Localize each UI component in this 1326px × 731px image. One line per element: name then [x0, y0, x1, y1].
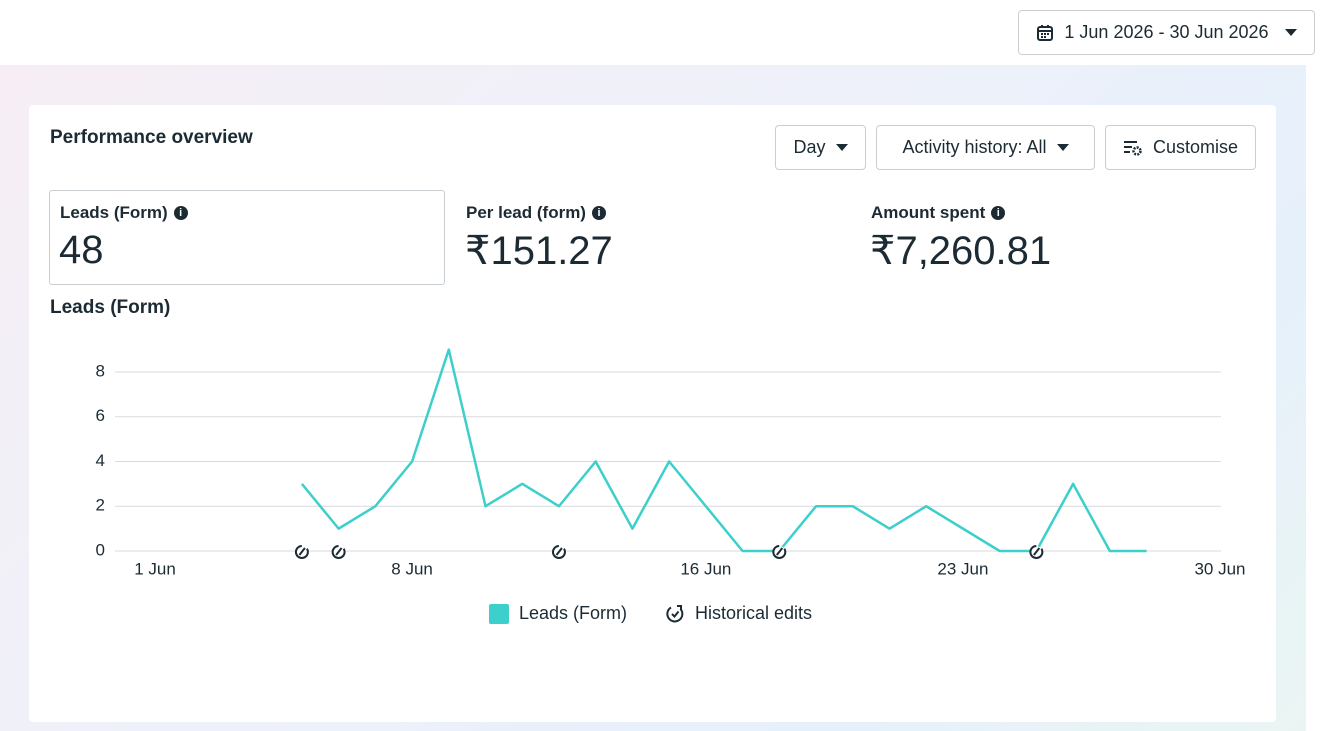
calendar-icon — [1037, 24, 1054, 41]
metric-label: Per lead (form) i — [466, 203, 606, 223]
metric-label-text: Amount spent — [871, 203, 986, 222]
y-tick-label: 8 — [96, 361, 105, 380]
caret — [1284, 29, 1297, 36]
x-tick-label: 8 Jun — [391, 559, 433, 578]
legend-label: Historical edits — [695, 603, 813, 623]
customise-icon — [1123, 140, 1142, 156]
legend-item[interactable]: Leads (Form) — [489, 603, 627, 624]
x-tick-label: 1 Jun — [134, 559, 176, 578]
marker-tick — [1033, 547, 1041, 556]
caret — [835, 144, 848, 151]
metric-label: Amount spent i — [871, 203, 1006, 223]
x-tick-label: 30 Jun — [1194, 559, 1245, 578]
legend-label: Leads (Form) — [519, 603, 628, 623]
metric-selected-box[interactable] — [49, 190, 445, 285]
date-range-text: 1 Jun 2026 - 30 Jun 2026 — [1064, 22, 1269, 42]
button-label: Activity history: All — [902, 137, 1047, 157]
activity-dropdown[interactable]: Activity history: All — [876, 125, 1095, 170]
performance-card — [29, 105, 1276, 722]
marker-tick — [776, 547, 784, 556]
historical-edit-marker — [551, 545, 566, 559]
historical-edit-marker — [294, 545, 309, 559]
y-tick-label: 2 — [96, 496, 105, 515]
caret — [1056, 144, 1069, 151]
y-tick-label: 6 — [96, 406, 105, 425]
data-line — [300, 348, 1147, 553]
metric-label: Leads (Form) i — [60, 203, 188, 223]
marker-tick — [298, 547, 306, 556]
legend-swatch — [489, 603, 509, 624]
historical-edit-marker — [1029, 545, 1044, 559]
historical-edit-marker — [772, 545, 787, 559]
info-icon[interactable]: i — [591, 206, 606, 220]
button-label: Customise — [1152, 137, 1239, 157]
y-tick-label: 4 — [96, 451, 105, 470]
y-tick-label: 0 — [96, 540, 105, 559]
metric-value: ₹7,260.81 — [870, 229, 1052, 273]
chart-title: Leads (Form) — [50, 297, 171, 318]
metric-label-text: Leads (Form) — [60, 203, 168, 222]
info-icon[interactable]: i — [991, 206, 1006, 220]
day-dropdown[interactable]: Day — [775, 125, 866, 170]
marker-tick — [555, 547, 563, 556]
x-tick-label: 23 Jun — [937, 559, 988, 578]
metric-value: 48 — [59, 228, 104, 272]
customise-button[interactable]: Customise — [1105, 125, 1256, 170]
legend-item[interactable]: Historical edits — [665, 603, 812, 624]
metric-label-text: Per lead (form) — [466, 203, 586, 222]
button-label: Day — [793, 137, 826, 157]
x-tick-label: 16 Jun — [680, 559, 731, 578]
info-icon[interactable]: i — [173, 206, 188, 220]
panel-title: Performance overview — [50, 127, 253, 148]
date-range-picker[interactable]: 1 Jun 2026 - 30 Jun 2026 — [1018, 10, 1315, 55]
metric-value: ₹151.27 — [465, 229, 613, 273]
historical-edit-marker — [331, 545, 346, 559]
marker-tick — [335, 547, 343, 556]
historical-edit-icon — [666, 604, 684, 622]
